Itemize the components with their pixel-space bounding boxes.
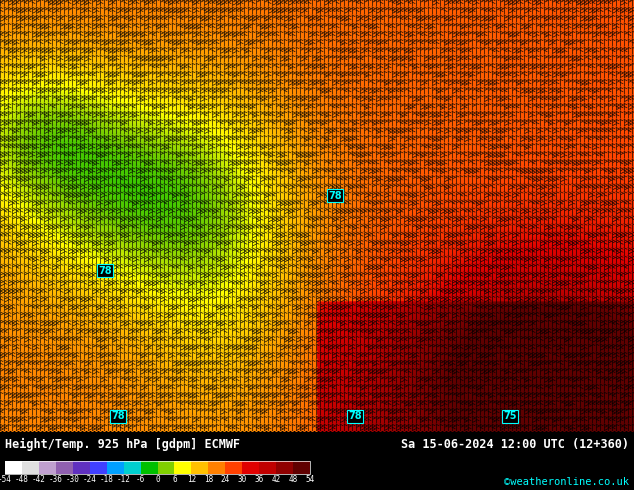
Bar — [225, 461, 242, 474]
Text: Sa 15-06-2024 12:00 UTC (12+360): Sa 15-06-2024 12:00 UTC (12+360) — [401, 438, 629, 451]
Text: -36: -36 — [49, 475, 63, 484]
Bar — [22, 461, 39, 474]
Bar — [276, 461, 293, 474]
Bar — [174, 461, 191, 474]
Text: 30: 30 — [238, 475, 247, 484]
Bar — [90, 461, 107, 474]
Bar — [5, 461, 22, 474]
Bar — [293, 461, 310, 474]
Text: 78: 78 — [348, 411, 362, 421]
Text: 48: 48 — [288, 475, 298, 484]
Text: 42: 42 — [271, 475, 281, 484]
Text: 78: 78 — [111, 411, 125, 421]
Text: -18: -18 — [100, 475, 113, 484]
Text: 54: 54 — [306, 475, 314, 484]
Text: 78: 78 — [328, 191, 342, 200]
Bar — [141, 461, 157, 474]
Bar — [5, 461, 310, 474]
Text: -12: -12 — [117, 475, 131, 484]
Text: Height/Temp. 925 hPa [gdpm] ECMWF: Height/Temp. 925 hPa [gdpm] ECMWF — [5, 438, 240, 451]
Text: -30: -30 — [66, 475, 80, 484]
Text: -6: -6 — [136, 475, 145, 484]
Text: 75: 75 — [503, 411, 517, 421]
Text: -42: -42 — [32, 475, 46, 484]
Text: 18: 18 — [204, 475, 213, 484]
Text: -24: -24 — [83, 475, 96, 484]
Bar — [73, 461, 90, 474]
Bar — [107, 461, 124, 474]
Text: 6: 6 — [172, 475, 177, 484]
Bar — [242, 461, 259, 474]
Text: 36: 36 — [254, 475, 264, 484]
Text: ©weatheronline.co.uk: ©weatheronline.co.uk — [504, 477, 629, 487]
Bar — [39, 461, 56, 474]
Text: 78: 78 — [98, 266, 112, 276]
Bar — [157, 461, 174, 474]
Bar — [259, 461, 276, 474]
Bar — [209, 461, 225, 474]
Bar — [56, 461, 73, 474]
Text: 24: 24 — [221, 475, 230, 484]
Bar — [124, 461, 141, 474]
Bar — [191, 461, 209, 474]
Text: 0: 0 — [155, 475, 160, 484]
Text: -48: -48 — [15, 475, 29, 484]
Text: 12: 12 — [187, 475, 196, 484]
Text: -54: -54 — [0, 475, 12, 484]
